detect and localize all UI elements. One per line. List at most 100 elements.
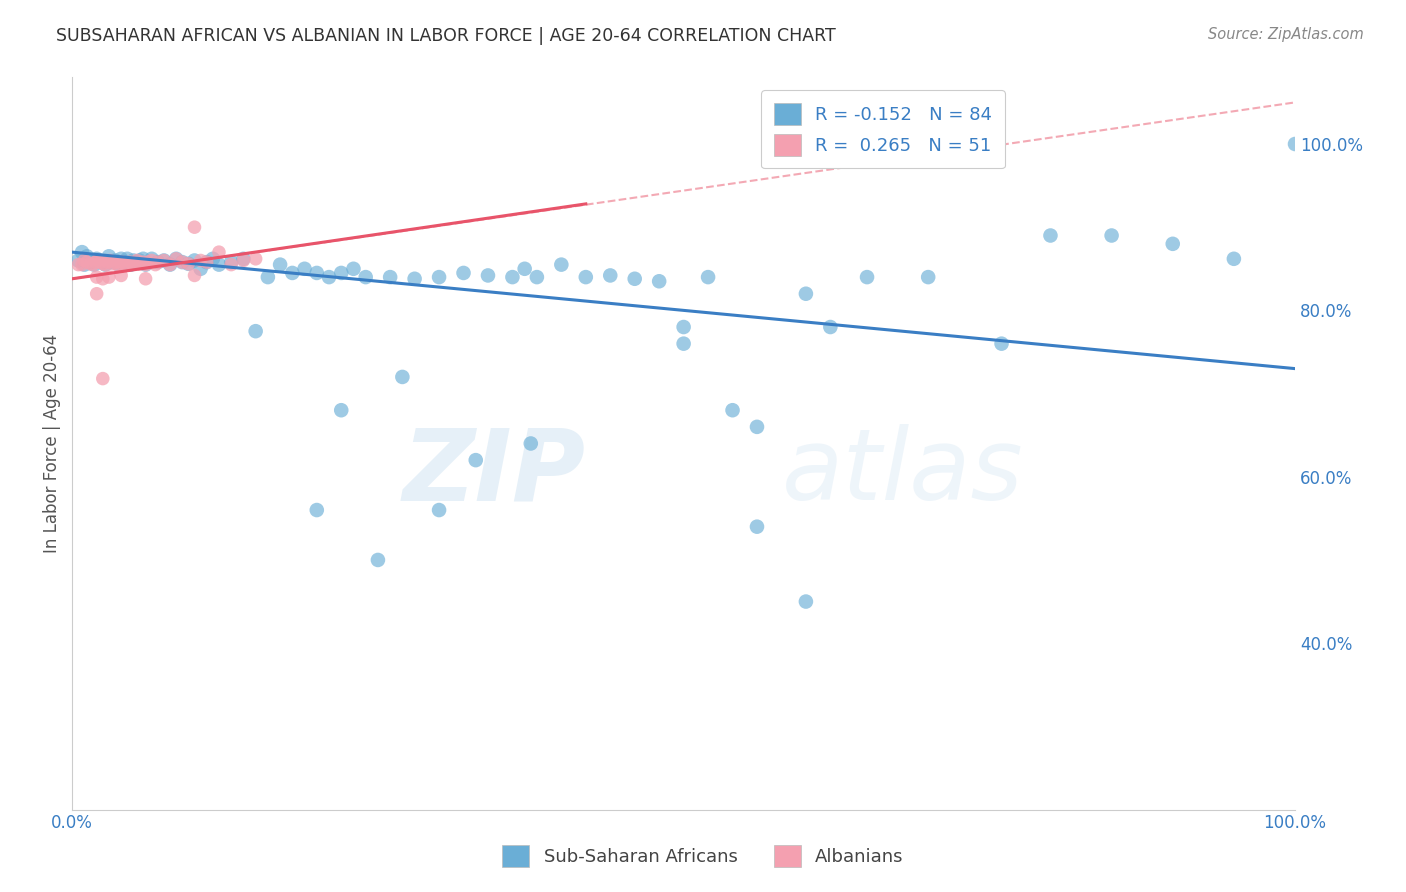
Point xyxy=(648,274,671,288)
Point xyxy=(195,255,218,269)
Point xyxy=(183,253,205,268)
Point xyxy=(269,258,291,272)
Point xyxy=(342,261,364,276)
Point xyxy=(153,253,176,268)
Point xyxy=(122,253,145,268)
Point xyxy=(86,270,108,285)
Point xyxy=(107,258,129,272)
Point xyxy=(165,252,187,266)
Point xyxy=(232,252,254,266)
Point xyxy=(70,245,93,260)
Point xyxy=(136,255,159,269)
Point xyxy=(76,249,98,263)
Point xyxy=(121,257,143,271)
Point xyxy=(89,253,111,268)
Point xyxy=(135,258,157,272)
Point xyxy=(91,255,114,269)
Point xyxy=(108,256,131,270)
Point xyxy=(856,270,879,285)
Point xyxy=(73,258,96,272)
Point xyxy=(165,252,187,266)
Point xyxy=(94,258,117,272)
Point xyxy=(125,253,148,268)
Point xyxy=(76,255,98,269)
Point xyxy=(550,258,572,272)
Point xyxy=(232,253,254,268)
Point xyxy=(135,258,157,272)
Point xyxy=(67,258,90,272)
Legend: R = -0.152   N = 84, R =  0.265   N = 51: R = -0.152 N = 84, R = 0.265 N = 51 xyxy=(761,90,1005,169)
Point xyxy=(820,320,842,334)
Point xyxy=(84,255,107,269)
Point xyxy=(87,253,110,268)
Legend: Sub-Saharan Africans, Albanians: Sub-Saharan Africans, Albanians xyxy=(495,838,911,874)
Point xyxy=(219,258,242,272)
Point xyxy=(91,257,114,271)
Point xyxy=(91,272,114,286)
Point xyxy=(305,266,328,280)
Point xyxy=(153,253,176,268)
Point xyxy=(177,257,200,271)
Point xyxy=(501,270,523,285)
Point xyxy=(97,255,120,269)
Point xyxy=(82,258,104,272)
Point xyxy=(1101,228,1123,243)
Point xyxy=(101,257,124,271)
Point xyxy=(305,503,328,517)
Point xyxy=(107,258,129,272)
Point xyxy=(183,268,205,283)
Point xyxy=(1161,236,1184,251)
Point xyxy=(195,255,218,269)
Point xyxy=(794,594,817,608)
Point xyxy=(67,253,90,268)
Point xyxy=(427,270,450,285)
Point xyxy=(111,255,134,269)
Point xyxy=(94,258,117,272)
Point xyxy=(513,261,536,276)
Text: SUBSAHARAN AFRICAN VS ALBANIAN IN LABOR FORCE | AGE 20-64 CORRELATION CHART: SUBSAHARAN AFRICAN VS ALBANIAN IN LABOR … xyxy=(56,27,837,45)
Point xyxy=(672,336,695,351)
Point xyxy=(453,266,475,280)
Point xyxy=(79,257,101,271)
Point xyxy=(794,286,817,301)
Point xyxy=(97,270,120,285)
Point xyxy=(520,436,543,450)
Text: Source: ZipAtlas.com: Source: ZipAtlas.com xyxy=(1208,27,1364,42)
Point xyxy=(100,255,122,269)
Point xyxy=(141,253,163,268)
Point xyxy=(79,255,101,269)
Point xyxy=(427,503,450,517)
Point xyxy=(112,255,135,269)
Point xyxy=(110,252,132,266)
Point xyxy=(745,420,768,434)
Point xyxy=(132,252,155,266)
Point xyxy=(73,253,96,268)
Point xyxy=(97,249,120,263)
Point xyxy=(208,245,231,260)
Point xyxy=(917,270,939,285)
Text: ZIP: ZIP xyxy=(402,425,586,521)
Point xyxy=(70,258,93,272)
Point xyxy=(318,270,340,285)
Point xyxy=(146,255,169,269)
Point xyxy=(354,270,377,285)
Point xyxy=(104,253,127,268)
Point xyxy=(128,253,150,268)
Point xyxy=(281,266,304,280)
Point xyxy=(219,255,242,269)
Point xyxy=(599,268,621,283)
Point xyxy=(135,272,157,286)
Point xyxy=(98,253,121,268)
Point xyxy=(391,370,413,384)
Point xyxy=(91,371,114,385)
Point xyxy=(526,270,548,285)
Point xyxy=(477,268,499,283)
Point xyxy=(117,252,139,266)
Point xyxy=(83,258,105,272)
Point xyxy=(1223,252,1246,266)
Point xyxy=(172,255,194,269)
Point xyxy=(745,519,768,533)
Point xyxy=(183,220,205,235)
Point xyxy=(201,252,224,266)
Point xyxy=(190,253,212,268)
